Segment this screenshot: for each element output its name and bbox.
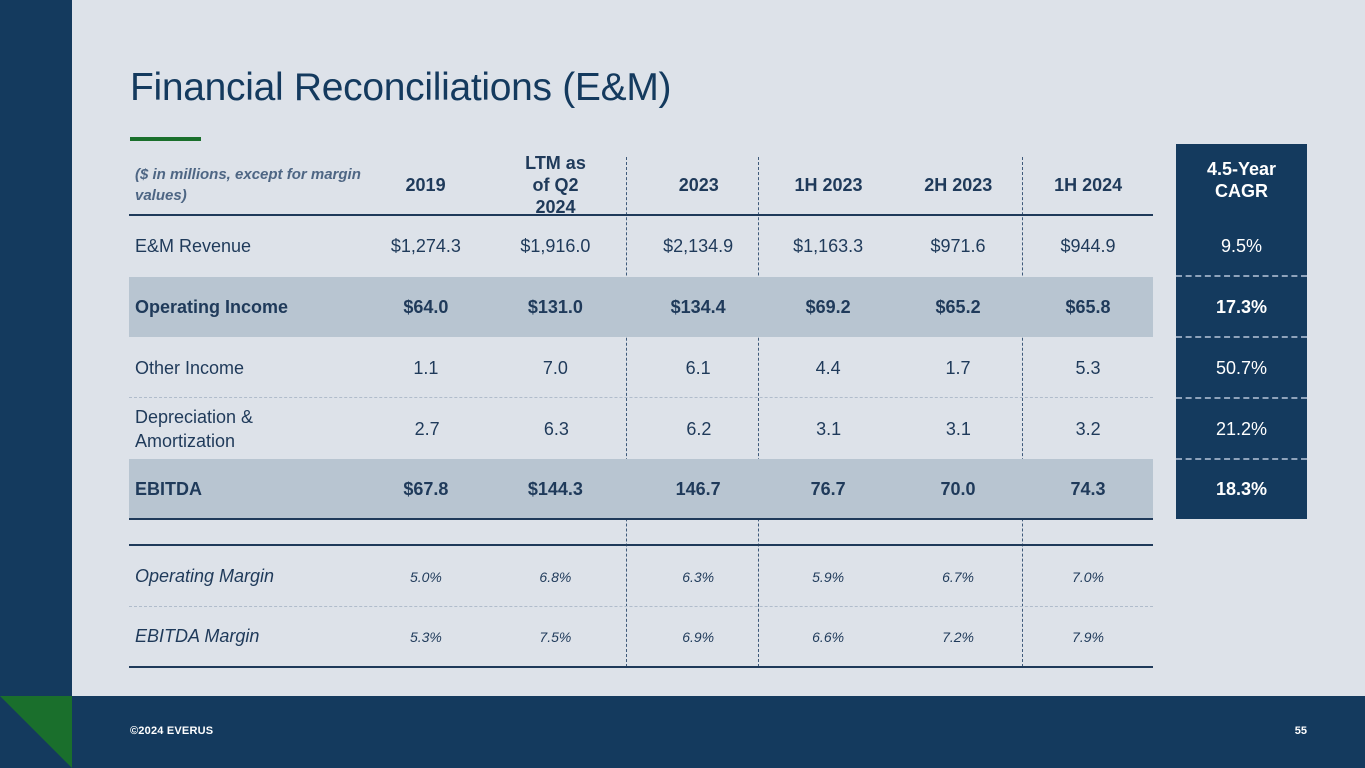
row-label: Operating Margin [135, 566, 275, 586]
table-row: Other Income 1.1 7.0 6.1 4.4 1.7 5.3 [129, 338, 1153, 398]
table-cell: 6.7% [942, 568, 975, 585]
table-cell: 4.4 [815, 357, 841, 378]
table-row: E&M Revenue $1,274.3 $1,916.0 $2,134.9 $… [129, 216, 1153, 276]
table-cell: $131.0 [527, 296, 583, 317]
cagr-value: 17.3% [1215, 297, 1268, 317]
cagr-panel: 4.5-Year CAGR 9.5% 17.3% 50.7% 21.2% 18.… [1176, 144, 1307, 519]
table-cell: $971.6 [930, 235, 986, 256]
column-header: 2019 [405, 175, 446, 195]
table-cell: 7.9% [1072, 628, 1104, 645]
cagr-value: 18.3% [1215, 479, 1268, 499]
table-cell: $1,274.3 [390, 235, 461, 256]
table-cell: 5.3% [409, 628, 442, 645]
table-cell: 70.0 [940, 478, 976, 499]
table-cell: 5.3 [1075, 357, 1101, 378]
table-cell: 7.0 [542, 357, 568, 378]
table-row: Depreciation & Amortization 2.7 6.3 6.2 … [129, 399, 1153, 459]
table-cell: $2,134.9 [663, 235, 734, 256]
table-cell: 1.1 [413, 357, 439, 378]
table-cell: 6.1 [685, 357, 711, 378]
column-divider [1022, 157, 1023, 667]
page-number: 55 [1294, 725, 1307, 737]
footer-bar [0, 696, 1365, 768]
row-label: EBITDA Margin [135, 626, 260, 646]
column-header: 2023 [678, 175, 719, 195]
row-label: EBITDA [135, 478, 202, 499]
table-cell: 74.3 [1070, 478, 1106, 499]
table-cell: 3.2 [1075, 418, 1101, 439]
table-bottom-rule [129, 666, 1153, 668]
table-cell: $944.9 [1060, 235, 1116, 256]
row-divider [129, 606, 1153, 607]
page-title: Financial Reconciliations (E&M) [130, 66, 672, 109]
table-cell: 1.7 [945, 357, 971, 378]
margin-row: Operating Margin 5.0% 6.8% 6.3% 5.9% 6.7… [129, 547, 1153, 606]
row-label: Other Income [135, 357, 245, 378]
cagr-divider [1176, 458, 1307, 460]
left-accent-bar [0, 0, 72, 696]
column-header: LTM as of Q2 2024 [525, 153, 586, 217]
table-cell: 3.1 [816, 418, 842, 439]
row-label: Depreciation & Amortization [135, 407, 254, 451]
column-header: 2H 2023 [924, 175, 993, 195]
table-cell: $64.0 [403, 296, 449, 317]
cagr-divider [1176, 397, 1307, 399]
column-header: 1H 2024 [1054, 175, 1123, 195]
column-header: 1H 2023 [794, 175, 863, 195]
table-cell: $134.4 [670, 296, 726, 317]
header-rule [129, 214, 1153, 216]
table-cell: 7.5% [539, 628, 572, 645]
table-cell: 146.7 [675, 478, 721, 499]
column-divider [758, 157, 759, 667]
ebitda-bottom-rule [129, 518, 1153, 520]
cagr-divider [1176, 275, 1307, 277]
table-cell: $65.8 [1065, 296, 1111, 317]
table-cell: 6.8% [539, 568, 572, 585]
cagr-header-text: 4.5-Year CAGR [1206, 159, 1277, 201]
table-cell: 6.6% [812, 628, 845, 645]
row-label: E&M Revenue [135, 235, 252, 256]
table-cell: 76.7 [810, 478, 846, 499]
table-cell: 6.9% [682, 628, 715, 645]
row-divider [129, 397, 1153, 398]
cagr-header: 4.5-Year CAGR [1176, 158, 1307, 202]
cagr-divider [1176, 336, 1307, 338]
cagr-value: 21.2% [1215, 419, 1268, 439]
table-cell: 5.0% [409, 568, 442, 585]
table-cell: 5.9% [812, 568, 845, 585]
table-cell: $1,163.3 [793, 235, 864, 256]
table-cell: $65.2 [935, 296, 981, 317]
table-cell: 6.3% [682, 568, 715, 585]
table-row: EBITDA $67.8 $144.3 146.7 76.7 70.0 74.3 [129, 459, 1153, 519]
table-cell: 2.7 [414, 418, 440, 439]
units-note: ($ in millions, except for margin values… [135, 166, 361, 204]
table-header-row: ($ in millions, except for margin values… [129, 153, 1153, 217]
table-cell: $1,916.0 [520, 235, 591, 256]
table-cell: 7.2% [942, 628, 975, 645]
table-cell: 7.0% [1072, 568, 1104, 585]
table-cell: 6.3 [543, 418, 569, 439]
cagr-value: 50.7% [1215, 358, 1268, 378]
margin-row: EBITDA Margin 5.3% 7.5% 6.9% 6.6% 7.2% 7… [129, 607, 1153, 666]
table-cell: 6.2 [686, 418, 712, 439]
corner-triangle [0, 696, 72, 768]
title-underline [130, 137, 201, 141]
margins-top-rule [129, 544, 1153, 546]
table-cell: 3.1 [945, 418, 971, 439]
table-row: Operating Income $64.0 $131.0 $134.4 $69… [129, 277, 1153, 337]
table-cell: $144.3 [527, 478, 583, 499]
row-label: Operating Income [135, 296, 289, 317]
copyright-text: ©2024 EVERUS [130, 725, 214, 737]
cagr-value: 9.5% [1220, 236, 1263, 256]
table-cell: $67.8 [403, 478, 449, 499]
column-divider [626, 157, 627, 667]
table-cell: $69.2 [805, 296, 851, 317]
